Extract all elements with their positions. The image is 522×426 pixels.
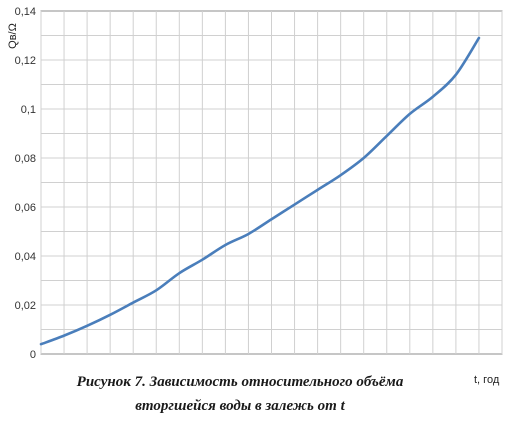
figure-caption-line-2: вторгшейся воды в залежь от t <box>135 398 345 414</box>
figure-caption-line-1: Рисунок 7. Зависимость относительного об… <box>76 374 404 390</box>
y-tick-label: 0,12 <box>15 55 36 67</box>
y-tick-label: 0 <box>30 349 36 360</box>
chart-series <box>39 36 481 346</box>
x-axis-label: t, год <box>474 374 500 386</box>
y-axis-ticks: 0 0,02 0,04 0,06 0,08 0,1 0,12 0,14 <box>15 6 36 360</box>
y-tick-label: 0,02 <box>15 300 36 312</box>
line-chart: 1992199419961998200020022004200620082010… <box>7 6 503 360</box>
y-axis-label: Qв/Ω <box>7 23 19 49</box>
series-line <box>39 36 481 346</box>
y-tick-label: 0,14 <box>15 6 36 18</box>
y-tick-label: 0,08 <box>15 153 36 165</box>
y-tick-label: 0,06 <box>15 202 36 214</box>
y-tick-label: 0,04 <box>15 251 36 263</box>
y-tick-label: 0,1 <box>21 104 36 116</box>
chart-grid <box>40 10 503 355</box>
